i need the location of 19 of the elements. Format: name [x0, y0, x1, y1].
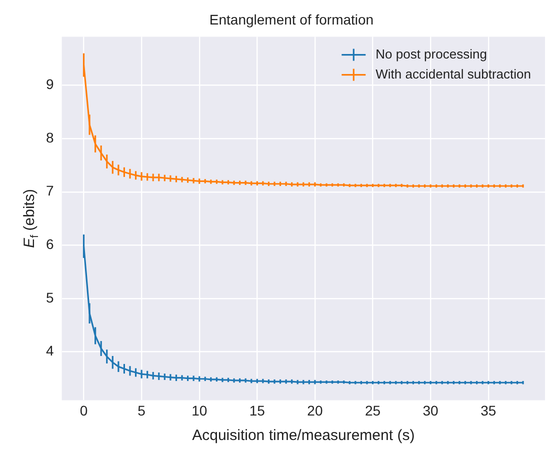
- x-tick-label: 10: [192, 402, 208, 418]
- y-tick-label: 4: [46, 342, 54, 359]
- y-tick-label: 6: [46, 236, 54, 252]
- legend-label: With accidental subtraction: [376, 66, 532, 82]
- y-tick-label: 7: [46, 182, 54, 199]
- x-tick-label: 15: [249, 402, 266, 418]
- x-axis-title: Acquisition time/measurement (s): [192, 427, 415, 444]
- chart-title: Entanglement of formation: [209, 11, 374, 28]
- y-tick-label: 8: [46, 129, 54, 146]
- x-tick-label: 30: [422, 402, 439, 418]
- x-tick-label: 0: [80, 402, 88, 418]
- legend-label: No post processing: [376, 46, 487, 62]
- x-tick-label: 20: [307, 402, 323, 418]
- x-tick-label: 35: [480, 402, 496, 418]
- x-tick-label: 5: [138, 402, 146, 418]
- y-tick-label: 5: [46, 289, 54, 306]
- y-axis-title: Ef (ebits): [21, 189, 42, 248]
- y-tick-label: 9: [46, 76, 54, 92]
- x-tick-label: 25: [364, 402, 381, 418]
